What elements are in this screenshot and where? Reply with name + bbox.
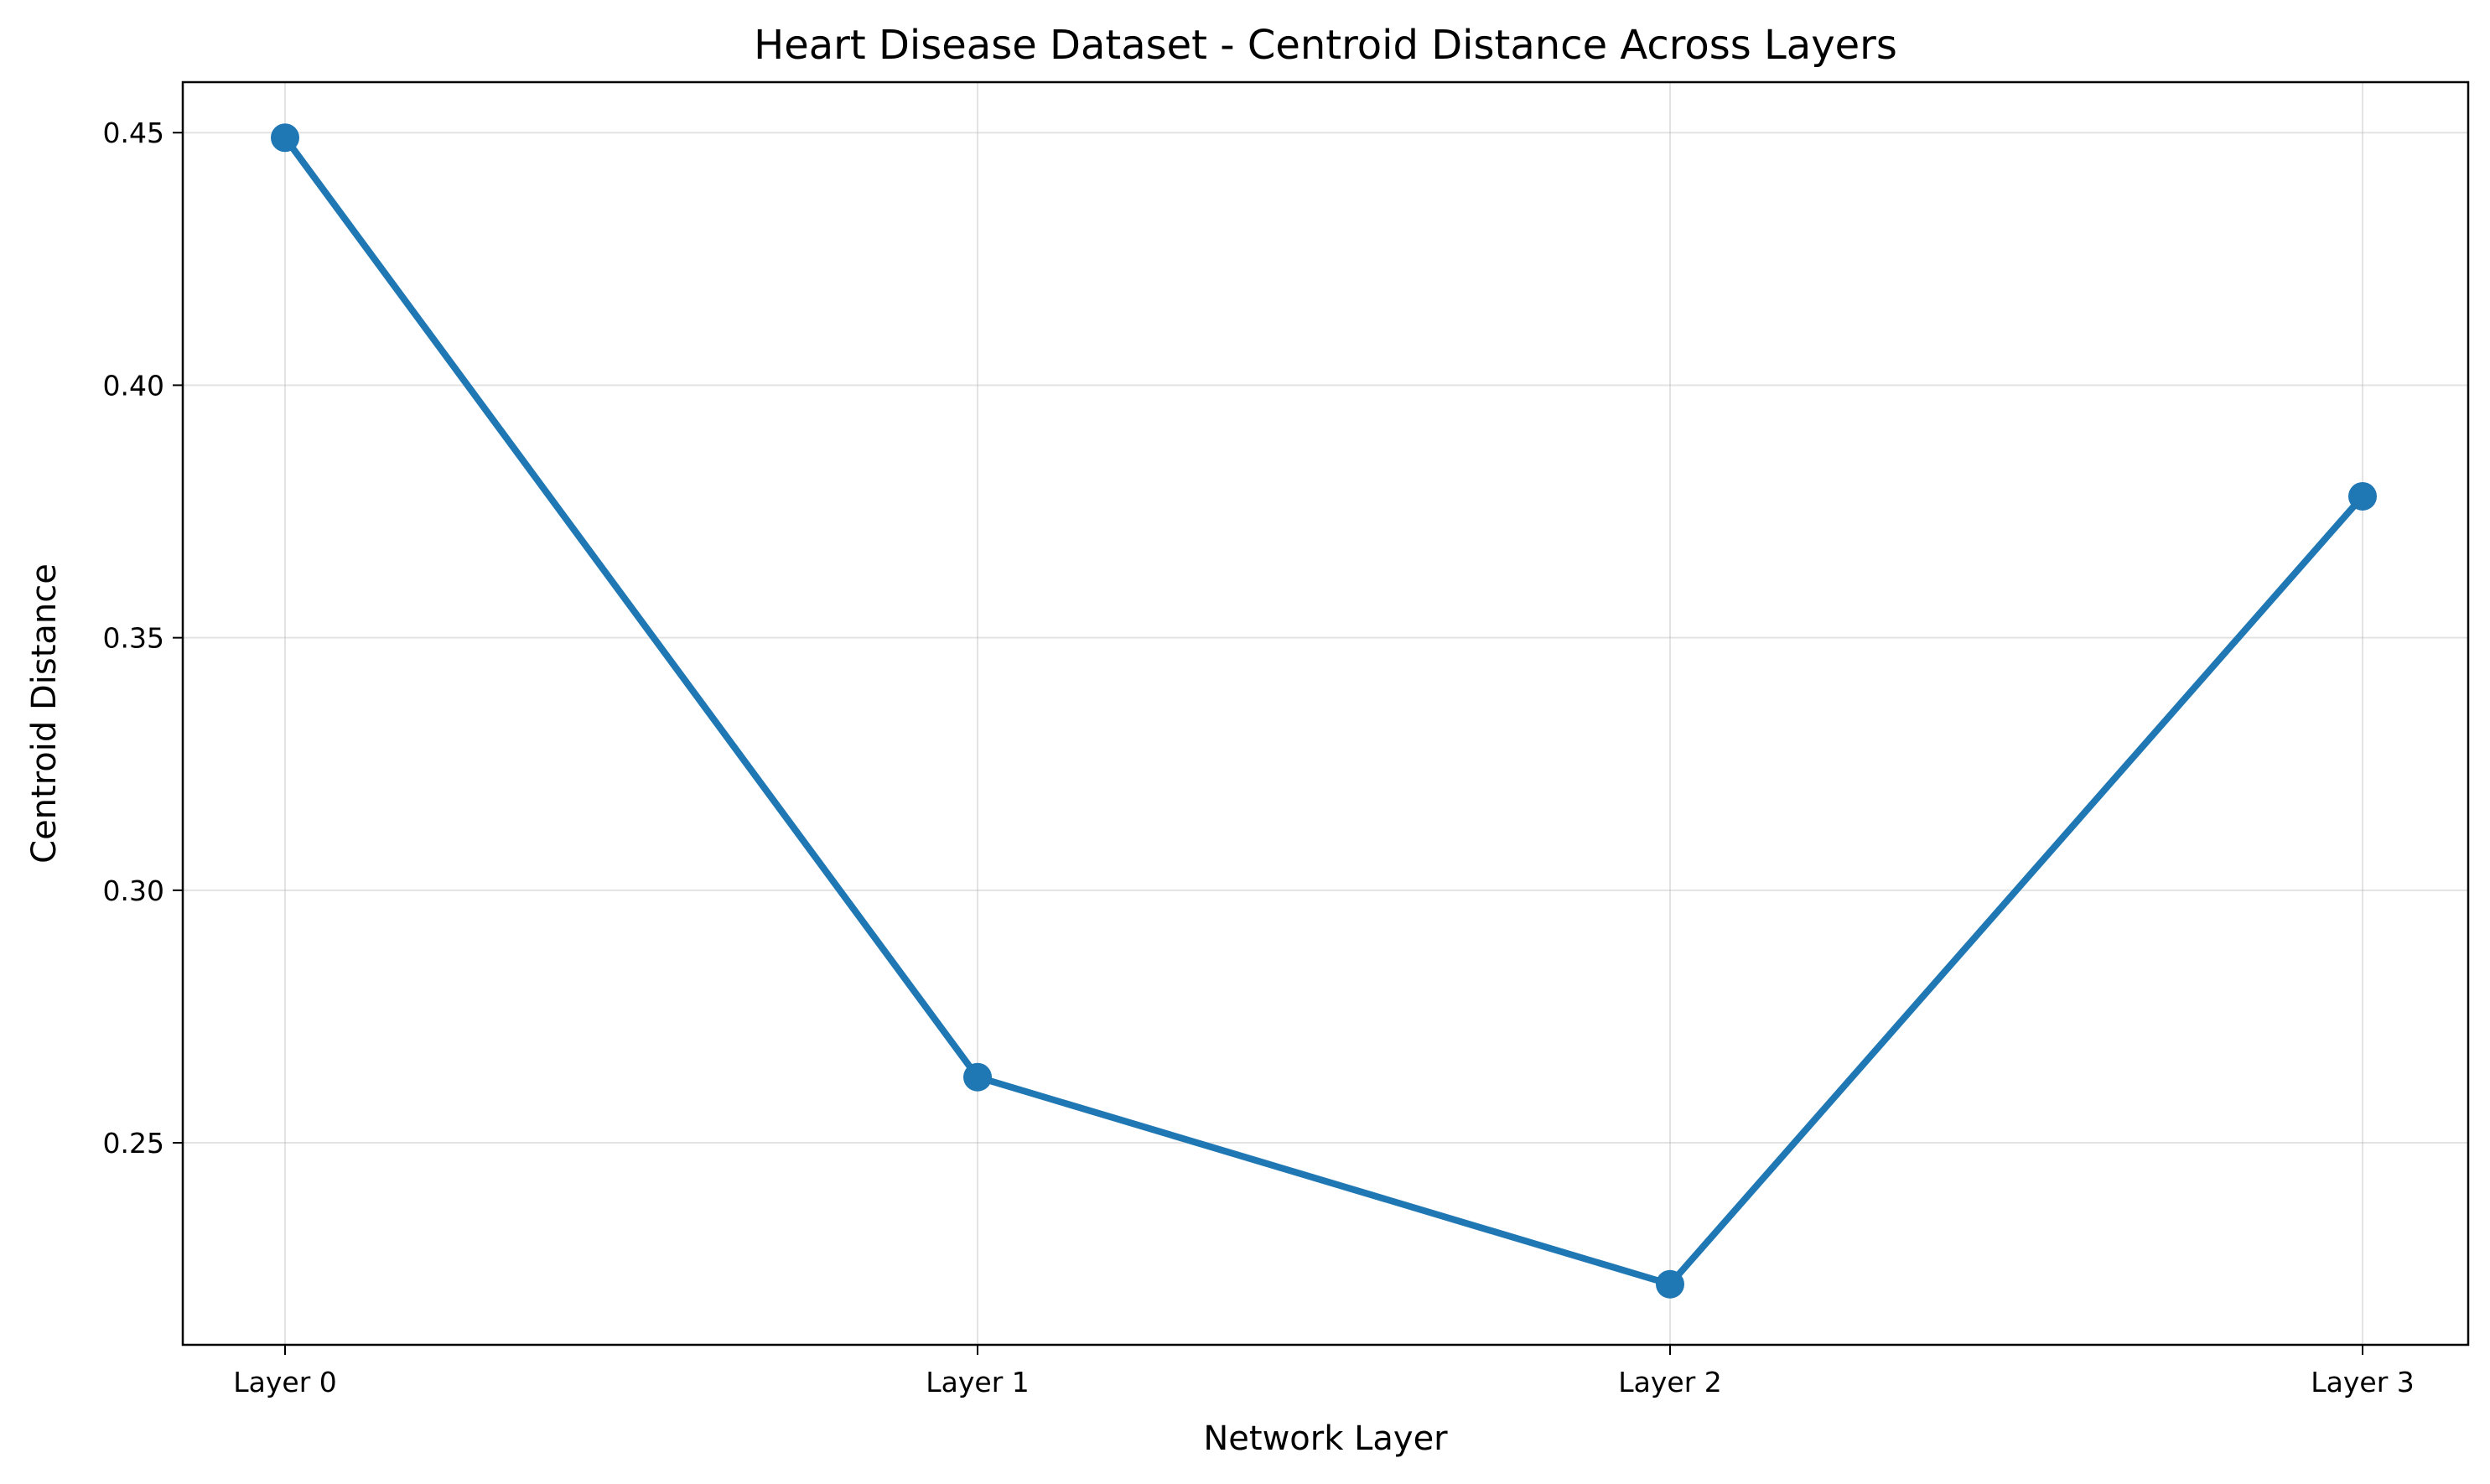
plot-area-frame (181, 80, 2470, 1346)
axis-ticks: 0.25 0.30 0.35 0.40 0.45 Layer 0 Layer 1 Layer … (103, 117, 2415, 1398)
y-tick-label: 0.35 (103, 622, 164, 655)
data-series (271, 123, 2377, 1299)
chart-title: Heart Disease Dataset - Centroid Distanc… (754, 22, 1897, 69)
y-tick-label: 0.40 (103, 369, 164, 402)
data-point (1656, 1269, 1684, 1299)
x-axis-title: Network Layer (1203, 1419, 1448, 1458)
data-point (2348, 481, 2377, 511)
y-tick-label: 0.30 (103, 874, 164, 907)
series-line (282, 134, 2366, 1288)
x-tick-label: Layer 2 (1618, 1366, 1722, 1398)
y-axis-title: Centroid Distance (25, 563, 64, 864)
grid (183, 82, 2468, 1345)
x-tick-label: Layer 0 (233, 1366, 337, 1398)
data-point (271, 123, 299, 153)
x-tick-label: Layer 3 (2311, 1366, 2415, 1398)
y-tick-label: 0.25 (103, 1127, 164, 1160)
y-tick-label: 0.45 (103, 117, 164, 149)
data-point (963, 1062, 992, 1092)
x-tick-label: Layer 1 (926, 1366, 1030, 1398)
